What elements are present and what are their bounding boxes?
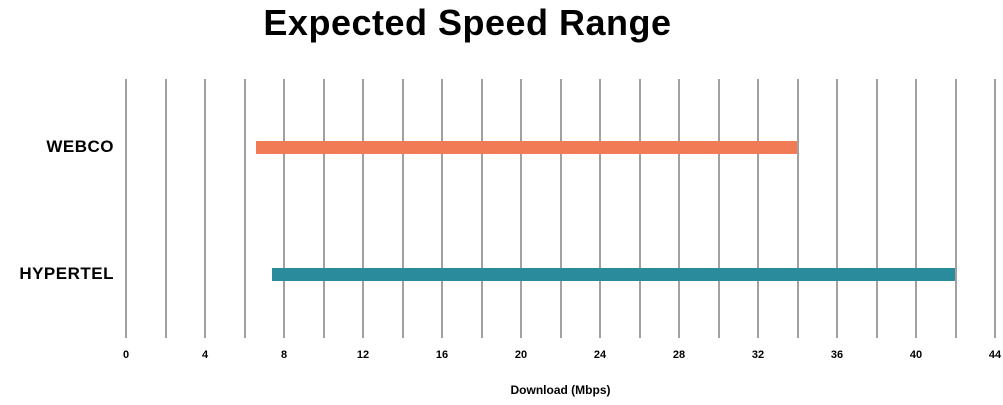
gridline xyxy=(994,79,996,338)
x-tick-label: 12 xyxy=(356,349,370,361)
gridline xyxy=(560,79,562,338)
x-tick-label: 8 xyxy=(280,349,288,361)
x-tick-label: 32 xyxy=(751,349,765,361)
x-tick-label: 28 xyxy=(672,349,686,361)
x-tick-label: 40 xyxy=(909,349,923,361)
range-bar-webco xyxy=(256,140,798,154)
category-label-webco: WEBCO xyxy=(46,137,114,156)
plot-area xyxy=(125,79,996,338)
gridline xyxy=(520,79,522,338)
category-axis: WEBCO HYPERTEL xyxy=(0,79,114,338)
chart-title: Expected Speed Range xyxy=(263,2,672,43)
x-tick-label: 16 xyxy=(435,349,449,361)
gridline xyxy=(402,79,404,338)
gridline xyxy=(915,79,917,338)
gridline xyxy=(244,79,246,338)
gridline xyxy=(678,79,680,338)
gridline xyxy=(125,79,127,338)
gridline xyxy=(718,79,720,338)
gridline xyxy=(441,79,443,338)
gridline xyxy=(955,79,957,338)
gridline xyxy=(283,79,285,338)
x-tick-label: 36 xyxy=(830,349,844,361)
gridline xyxy=(639,79,641,338)
gridline xyxy=(323,79,325,338)
category-label-hypertel: HYPERTEL xyxy=(19,264,114,283)
gridline xyxy=(481,79,483,338)
x-tick-label: 44 xyxy=(988,349,1002,361)
range-bar-hypertel xyxy=(272,267,956,281)
gridline xyxy=(836,79,838,338)
gridline xyxy=(599,79,601,338)
x-tick-label: 24 xyxy=(593,349,607,361)
gridline xyxy=(876,79,878,338)
x-axis-title: Download (Mbps) xyxy=(510,383,611,397)
gridline xyxy=(797,79,799,338)
gridline xyxy=(362,79,364,338)
gridline xyxy=(757,79,759,338)
gridline xyxy=(204,79,206,338)
gridline xyxy=(165,79,167,338)
x-tick-label: 0 xyxy=(122,349,130,361)
x-tick-label: 20 xyxy=(514,349,528,361)
x-tick-label: 4 xyxy=(201,349,209,361)
x-axis-ticks: 0 4 8 12 16 20 24 28 32 36 40 44 xyxy=(123,348,1001,364)
